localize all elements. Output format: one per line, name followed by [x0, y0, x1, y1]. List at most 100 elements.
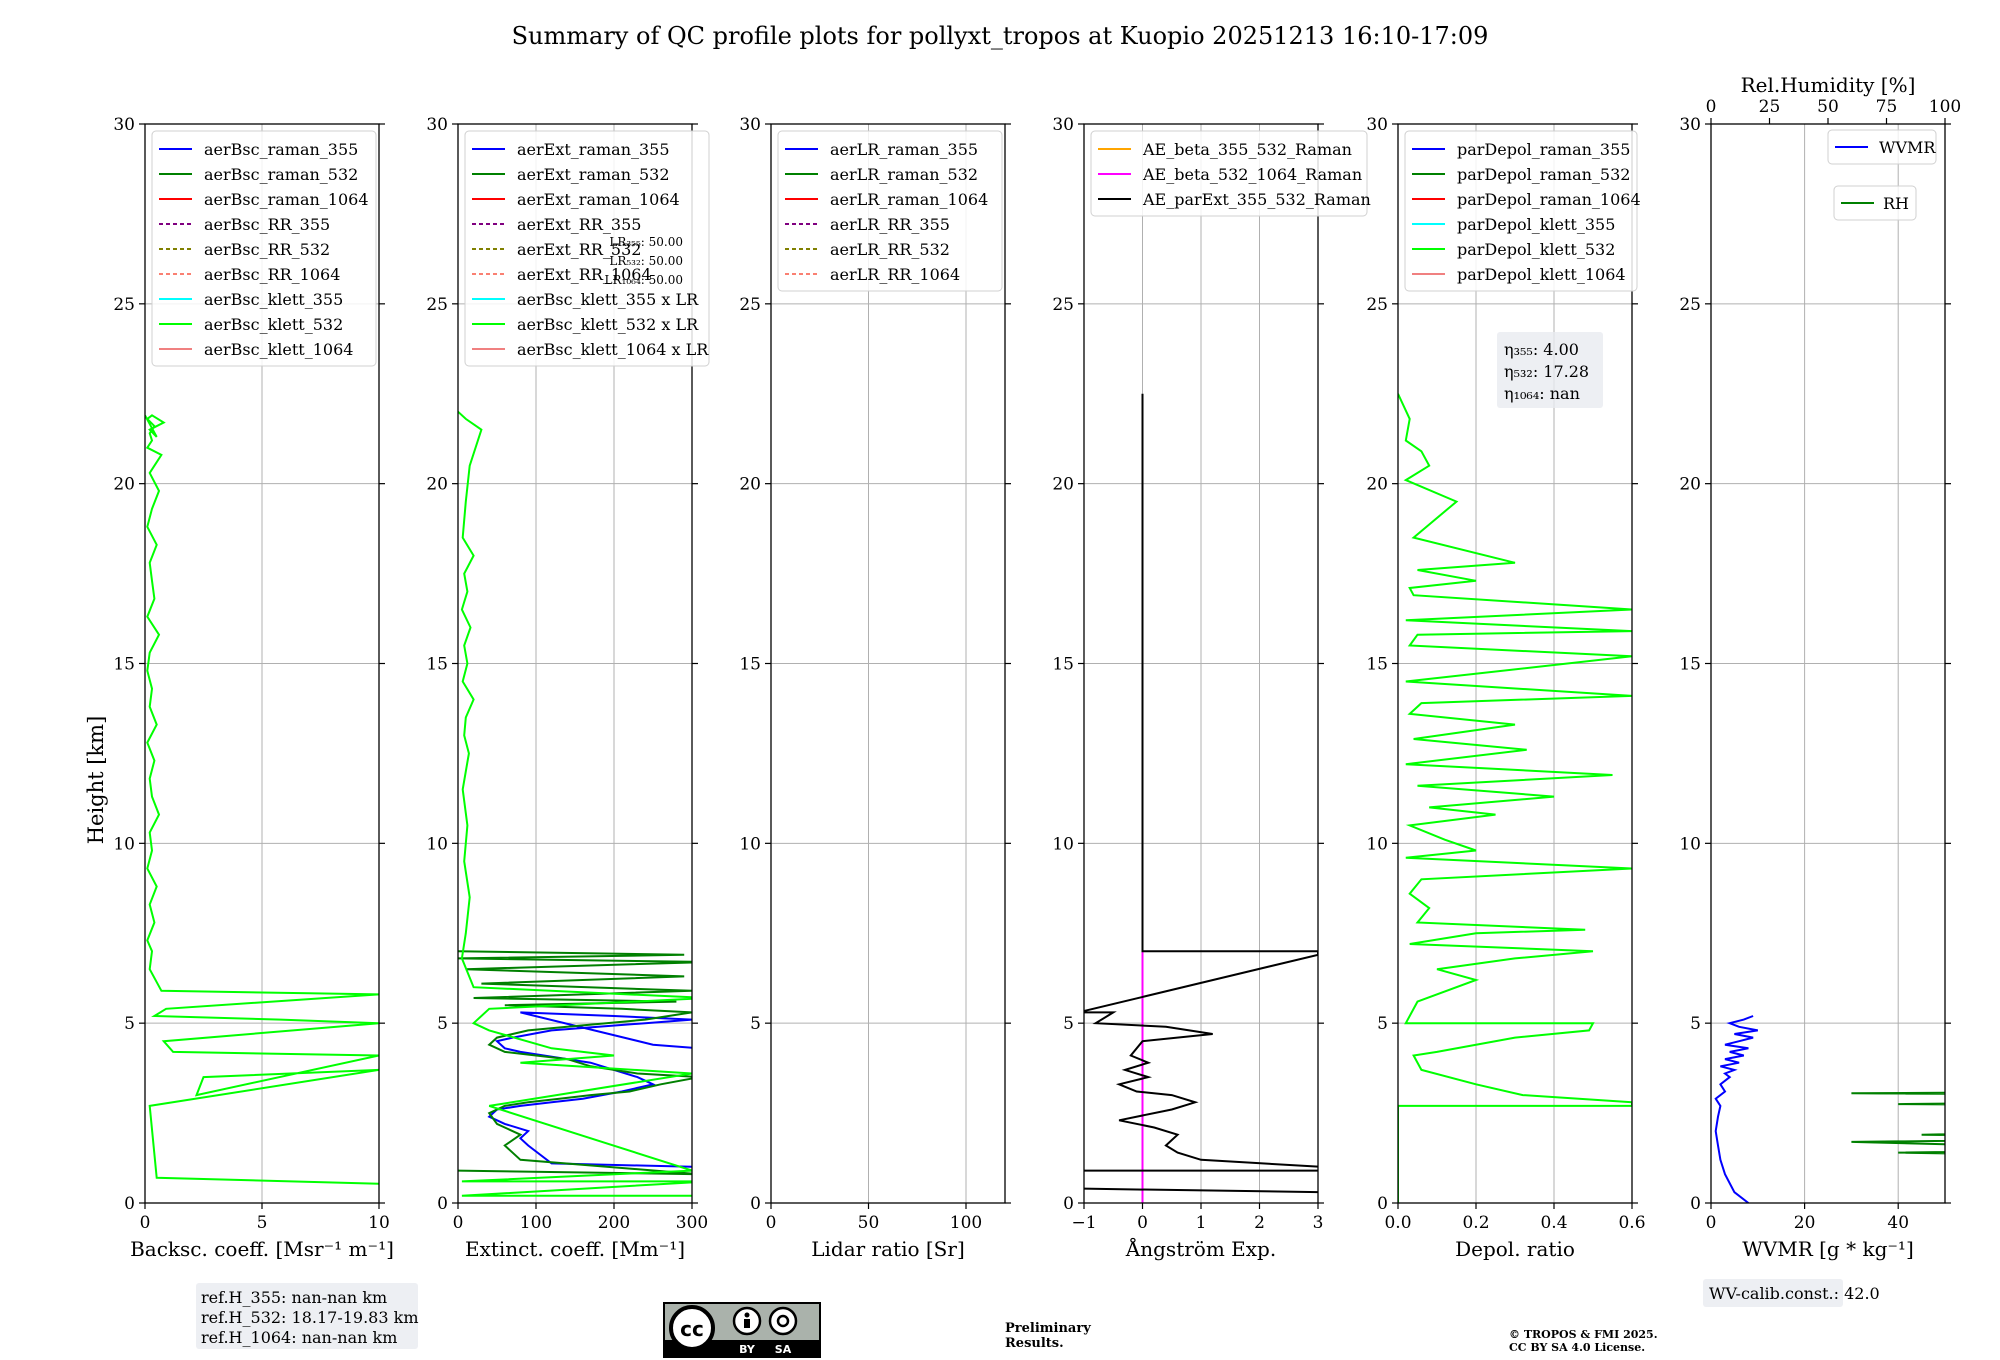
legend: aerExt_raman_355 aerExt_raman_532 aerExt_r… — [464, 130, 710, 367]
cc-icon — [669, 1305, 715, 1351]
legend-label: AE_beta_355_532_Raman — [1142, 140, 1352, 159]
ref-height-label: ref.H_355: nan-nan km — [201, 1288, 387, 1307]
series-line-aerbsc-klett-532-x-lr — [458, 410, 692, 1197]
legend: parDepol_raman_355 parDepol_raman_532 parD… — [1404, 130, 1641, 292]
legend-label: aerLR_RR_1064 — [830, 265, 960, 284]
legend-label: parDepol_klett_532 — [1457, 240, 1615, 259]
legend-label: aerExt_raman_532 — [517, 165, 670, 184]
legend-label: aerExt_raman_1064 — [517, 190, 680, 209]
x-tick-label: −1 — [1071, 1213, 1096, 1233]
legend-label: parDepol_raman_532 — [1457, 165, 1630, 184]
legend-label: AE_parExt_355_532_Raman — [1142, 190, 1371, 209]
preliminary-label: Results. — [1005, 1336, 1064, 1351]
wv-calib-box — [1703, 1279, 1843, 1307]
y-tick-label: 0 — [1690, 1194, 1701, 1214]
y-tick-label: 20 — [113, 475, 135, 495]
lr-label: LR₁₀₆₄: 50.00 — [605, 273, 683, 287]
legend-label: aerLR_RR_532 — [830, 240, 950, 259]
y-tick-label: 25 — [739, 295, 761, 315]
legend: RH — [1833, 185, 1917, 221]
series-line-pardepol-klett-532 — [1398, 393, 1632, 1203]
legend-label: aerBsc_raman_1064 — [204, 190, 369, 209]
eta-label: η₃₅₅: 4.00 — [1504, 340, 1579, 359]
x-axis-label: Backsc. coeff. [Msr⁻¹ m⁻¹] — [130, 1237, 394, 1261]
series-group — [1084, 393, 1318, 1203]
legend: AE_beta_355_532_Raman AE_beta_532_1064_Ra… — [1090, 130, 1371, 217]
y-tick-label: 30 — [1679, 115, 1701, 135]
ref-height-box — [196, 1283, 418, 1349]
legend-label: parDepol_klett_355 — [1457, 215, 1615, 234]
x-tick-label: 0.0 — [1384, 1213, 1411, 1233]
y-tick-label: 25 — [1366, 295, 1388, 315]
legend-label: aerBsc_klett_1064 x LR — [517, 340, 709, 359]
x-tick-label: 10 — [368, 1213, 390, 1233]
x-tick-label: 0 — [140, 1213, 151, 1233]
legend-label: aerExt_RR_355 — [517, 215, 641, 234]
legend-label: aerLR_raman_1064 — [830, 190, 988, 209]
wv-calib-label: WV-calib.const.: 42.0 — [1709, 1284, 1880, 1303]
y-tick-label: 20 — [1366, 475, 1388, 495]
y-tick-label: 0 — [124, 1194, 135, 1214]
y-tick-label: 5 — [437, 1014, 448, 1034]
by-person-head — [744, 1312, 750, 1318]
y-tick-label: 30 — [426, 115, 448, 135]
y-tick-label: 5 — [1063, 1014, 1074, 1034]
ref-height-label: ref.H_532: 18.17-19.83 km — [201, 1308, 419, 1327]
y-tick-label: 0 — [1063, 1194, 1074, 1214]
y-tick-label: 20 — [1052, 475, 1074, 495]
legend-label: aerBsc_klett_1064 — [204, 340, 353, 359]
x-tick-label: 0 — [453, 1213, 464, 1233]
y-tick-label: 10 — [1366, 834, 1388, 854]
top-x-tick-label: 25 — [1759, 97, 1781, 117]
y-tick-label: 15 — [1679, 655, 1701, 675]
y-tick-label: 25 — [1052, 295, 1074, 315]
sa-share-icon — [768, 1306, 798, 1336]
x-tick-label: 5 — [257, 1213, 268, 1233]
series-line-aerext-raman-355 — [487, 1011, 692, 1168]
series-group — [458, 410, 692, 1197]
lr-label: LR₃₅₅: 50.00 — [609, 235, 683, 249]
legend-label: aerBsc_raman_532 — [204, 165, 358, 184]
x-axis-label: Lidar ratio [Sr] — [811, 1237, 965, 1261]
copyright-label: © TROPOS & FMI 2025. — [1509, 1328, 1658, 1341]
legend-label: aerBsc_klett_532 x LR — [517, 315, 699, 334]
x-axis-label: Depol. ratio — [1455, 1237, 1575, 1261]
y-tick-label: 10 — [1679, 834, 1701, 854]
x-tick-label: 100 — [950, 1213, 982, 1233]
legend-label: aerLR_raman_355 — [830, 140, 978, 159]
panel-lr: 0 5 10 15 20 25 30 0 50 100 Lidar ratio [Sr] aerLR_… — [739, 115, 1011, 1261]
series-line-wvmr — [1714, 1015, 1758, 1203]
x-tick-label: 50 — [858, 1213, 880, 1233]
legend-label: aerBsc_RR_532 — [204, 240, 330, 259]
x-tick-label: 0 — [1706, 1213, 1717, 1233]
y-tick-label: 15 — [1052, 655, 1074, 675]
series-group — [145, 414, 379, 1185]
cc-license-badge: cc BY SA — [663, 1302, 821, 1358]
y-tick-label: 5 — [124, 1014, 135, 1034]
copyright-label: CC BY SA 4.0 License. — [1509, 1341, 1645, 1354]
x-axis-label: Ångström Exp. — [1125, 1236, 1276, 1261]
x-tick-label: 100 — [520, 1213, 552, 1233]
panel-depol: 0 5 10 15 20 25 30 0.0 0.2 0.4 0.6 Depol. ratio parD… — [1366, 115, 1645, 1261]
panels: 0 5 10 15 20 25 30 0 5 10 Backsc. coeff. [Msr⁻¹ m⁻… — [113, 73, 1961, 1349]
y-tick-label: 10 — [113, 834, 135, 854]
legend: aerLR_raman_355 aerLR_raman_532 aerLR_rama… — [777, 130, 1003, 292]
legend-label: aerLR_RR_355 — [830, 215, 950, 234]
legend-label: aerLR_raman_532 — [830, 165, 978, 184]
legend-label: parDepol_raman_355 — [1457, 140, 1630, 159]
legend-label: WVMR — [1879, 138, 1936, 157]
legend-label: aerExt_RR_532 — [517, 240, 641, 259]
cc-by-label: BY — [739, 1343, 756, 1356]
x-axis-label: Extinct. coeff. [Mm⁻¹] — [465, 1237, 685, 1261]
top-x-tick-label: 50 — [1817, 97, 1839, 117]
x-axis-label: WVMR [g * kg⁻¹] — [1742, 1237, 1914, 1261]
x-tick-label: 0 — [766, 1213, 777, 1233]
x-tick-label: 0.4 — [1540, 1213, 1567, 1233]
lr-label: LR₅₃₂: 50.00 — [609, 254, 683, 268]
legend-label: AE_beta_532_1064_Raman — [1142, 165, 1362, 184]
series-line-ae-parext-355-532-raman — [1084, 393, 1318, 1194]
x-tick-label: 0.6 — [1618, 1213, 1645, 1233]
